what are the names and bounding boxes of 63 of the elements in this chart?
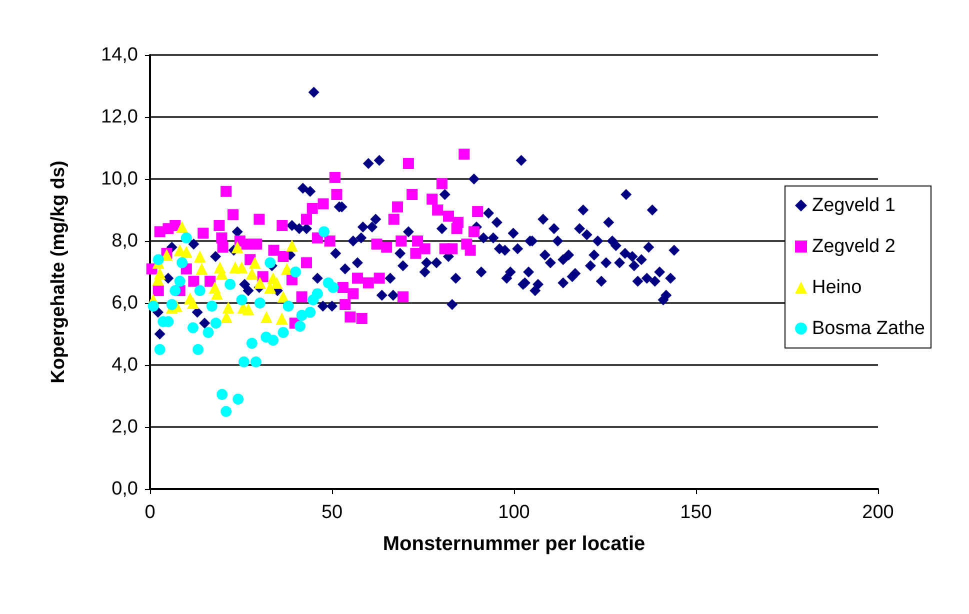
point	[304, 306, 316, 318]
point	[194, 285, 206, 296]
point	[282, 300, 294, 312]
point	[224, 278, 236, 290]
point	[278, 326, 289, 338]
point	[166, 299, 178, 310]
point	[186, 297, 199, 309]
y-axis-title: Kopergehalte (mg/kg ds)	[48, 160, 69, 384]
point	[312, 288, 323, 300]
point	[260, 310, 272, 323]
point	[154, 268, 166, 280]
point	[192, 344, 204, 355]
point	[220, 406, 232, 417]
y-tick-label: 2,0	[112, 416, 138, 438]
point	[174, 276, 186, 287]
point	[264, 257, 276, 268]
legend-label: Heino	[812, 277, 862, 298]
point	[180, 246, 192, 258]
point	[276, 312, 288, 324]
point	[268, 334, 279, 346]
point	[318, 226, 330, 238]
point	[202, 326, 214, 338]
x-tick-label: 50	[321, 502, 343, 523]
x-axis-title: Monsternummer per locatie	[382, 533, 646, 555]
point	[328, 282, 339, 293]
y-tick-label: 8,0	[112, 230, 138, 252]
y-tick-label: 14,0	[101, 44, 138, 66]
point	[250, 356, 262, 368]
y-tick-label: 12,0	[101, 106, 138, 128]
point	[232, 394, 244, 405]
point	[154, 344, 166, 355]
y-tick-label: 6,0	[112, 292, 138, 314]
legend-label: Zegveld 1	[812, 195, 896, 216]
y-tick-label: 0,0	[112, 478, 138, 500]
point	[254, 298, 266, 308]
legend-label: Bosma Zathe	[812, 318, 925, 339]
point	[170, 285, 181, 296]
point	[148, 300, 159, 312]
point	[290, 266, 302, 278]
point	[242, 303, 254, 316]
point	[236, 261, 248, 274]
y-tick-label: 10,0	[101, 168, 138, 190]
x-tick-label: 200	[862, 502, 894, 523]
point	[210, 318, 222, 329]
point	[286, 240, 298, 252]
point	[246, 268, 258, 280]
point	[246, 338, 258, 349]
point	[187, 322, 198, 334]
legend-label: Zegveld 2	[812, 236, 896, 257]
point	[206, 300, 218, 312]
x-tick-label: 0	[144, 502, 156, 523]
point	[270, 276, 283, 289]
point	[236, 294, 248, 306]
point	[216, 388, 228, 400]
point	[196, 262, 208, 275]
x-tick-label: 100	[498, 502, 530, 523]
point	[194, 250, 206, 262]
y-tick-label: 4,0	[112, 354, 138, 376]
point	[152, 254, 164, 266]
point	[238, 356, 250, 368]
x-tick-label: 150	[680, 502, 712, 523]
point	[180, 232, 192, 244]
point	[222, 302, 234, 314]
